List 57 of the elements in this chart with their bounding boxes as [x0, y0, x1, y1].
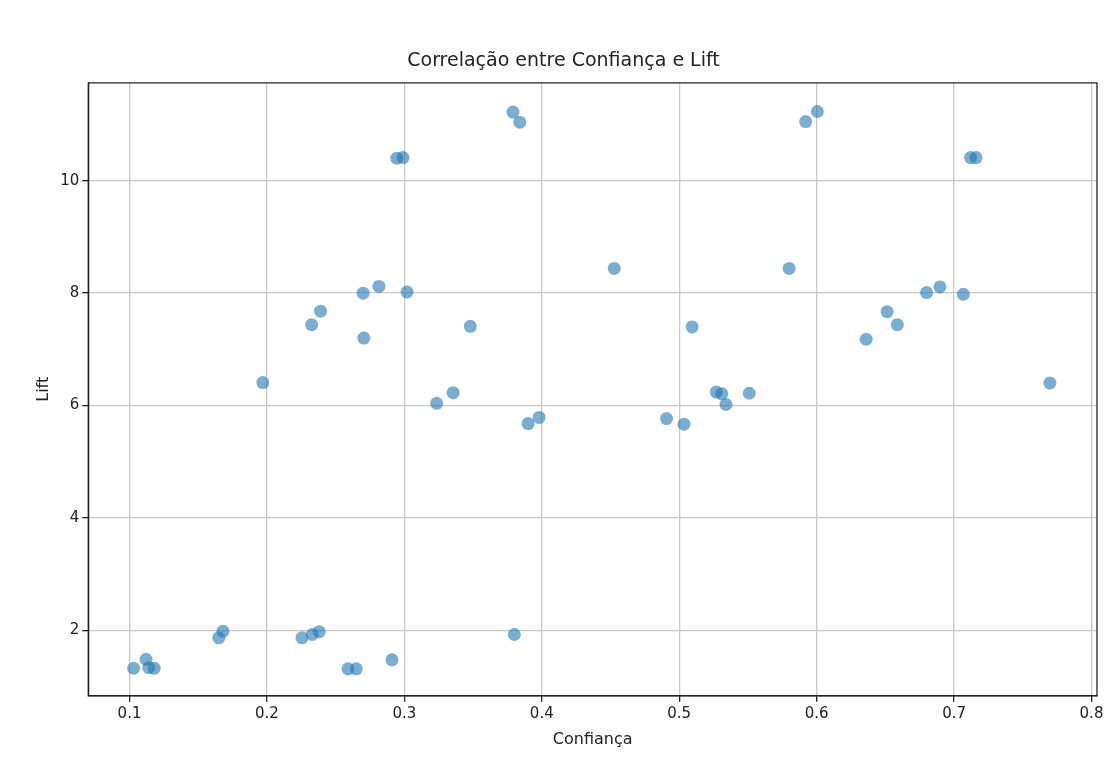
- point: [660, 412, 674, 426]
- point: [396, 151, 410, 165]
- point: [715, 387, 729, 401]
- point: [742, 386, 756, 400]
- point: [446, 386, 460, 400]
- point: [685, 320, 699, 334]
- point: [507, 628, 521, 641]
- point: [356, 286, 370, 300]
- point: [256, 376, 270, 390]
- point: [521, 417, 535, 431]
- x-tick-label: 0.1: [117, 703, 142, 722]
- point: [782, 261, 796, 275]
- x-tick-label: 0.3: [392, 703, 417, 722]
- point: [920, 286, 934, 300]
- point: [430, 396, 444, 410]
- y-tick-label: 6: [69, 395, 80, 414]
- x-tick-label: 0.8: [1079, 703, 1104, 722]
- point: [532, 410, 546, 424]
- point: [147, 661, 161, 675]
- point: [810, 104, 824, 118]
- point: [506, 105, 520, 119]
- x-tick-label: 0.6: [804, 703, 829, 722]
- point: [859, 332, 873, 346]
- x-tick-label: 0.7: [942, 703, 967, 722]
- point: [677, 417, 691, 431]
- x-tick-label: 0.2: [255, 703, 279, 722]
- point: [463, 319, 477, 333]
- y-tick-label: 2: [69, 620, 80, 639]
- x-tick-label: 0.4: [529, 703, 554, 722]
- point: [216, 624, 230, 638]
- y-tick-label: 4: [69, 507, 80, 526]
- point: [719, 397, 733, 411]
- point: [1043, 376, 1057, 390]
- point: [305, 318, 319, 332]
- point: [349, 662, 363, 676]
- point: [400, 285, 414, 299]
- point: [385, 653, 399, 667]
- y-axis-title: Lift: [32, 376, 52, 402]
- y-tick-label: 10: [60, 170, 80, 189]
- point: [357, 331, 371, 345]
- y-tick-label: 8: [69, 283, 80, 302]
- point: [799, 115, 813, 129]
- point: [969, 151, 983, 165]
- point: [314, 304, 328, 318]
- point: [880, 305, 894, 319]
- point: [127, 661, 141, 675]
- point: [372, 279, 386, 293]
- point: [607, 261, 621, 275]
- point: [312, 625, 326, 639]
- point: [890, 318, 904, 332]
- chart-title: Correlação entre Confiança e Lift: [407, 48, 720, 71]
- point: [933, 280, 947, 294]
- x-tick-label: 0.5: [667, 703, 692, 722]
- point: [956, 287, 970, 301]
- x-axis-title: Confiança: [552, 728, 633, 748]
- point: [513, 115, 527, 129]
- point: [295, 631, 309, 645]
